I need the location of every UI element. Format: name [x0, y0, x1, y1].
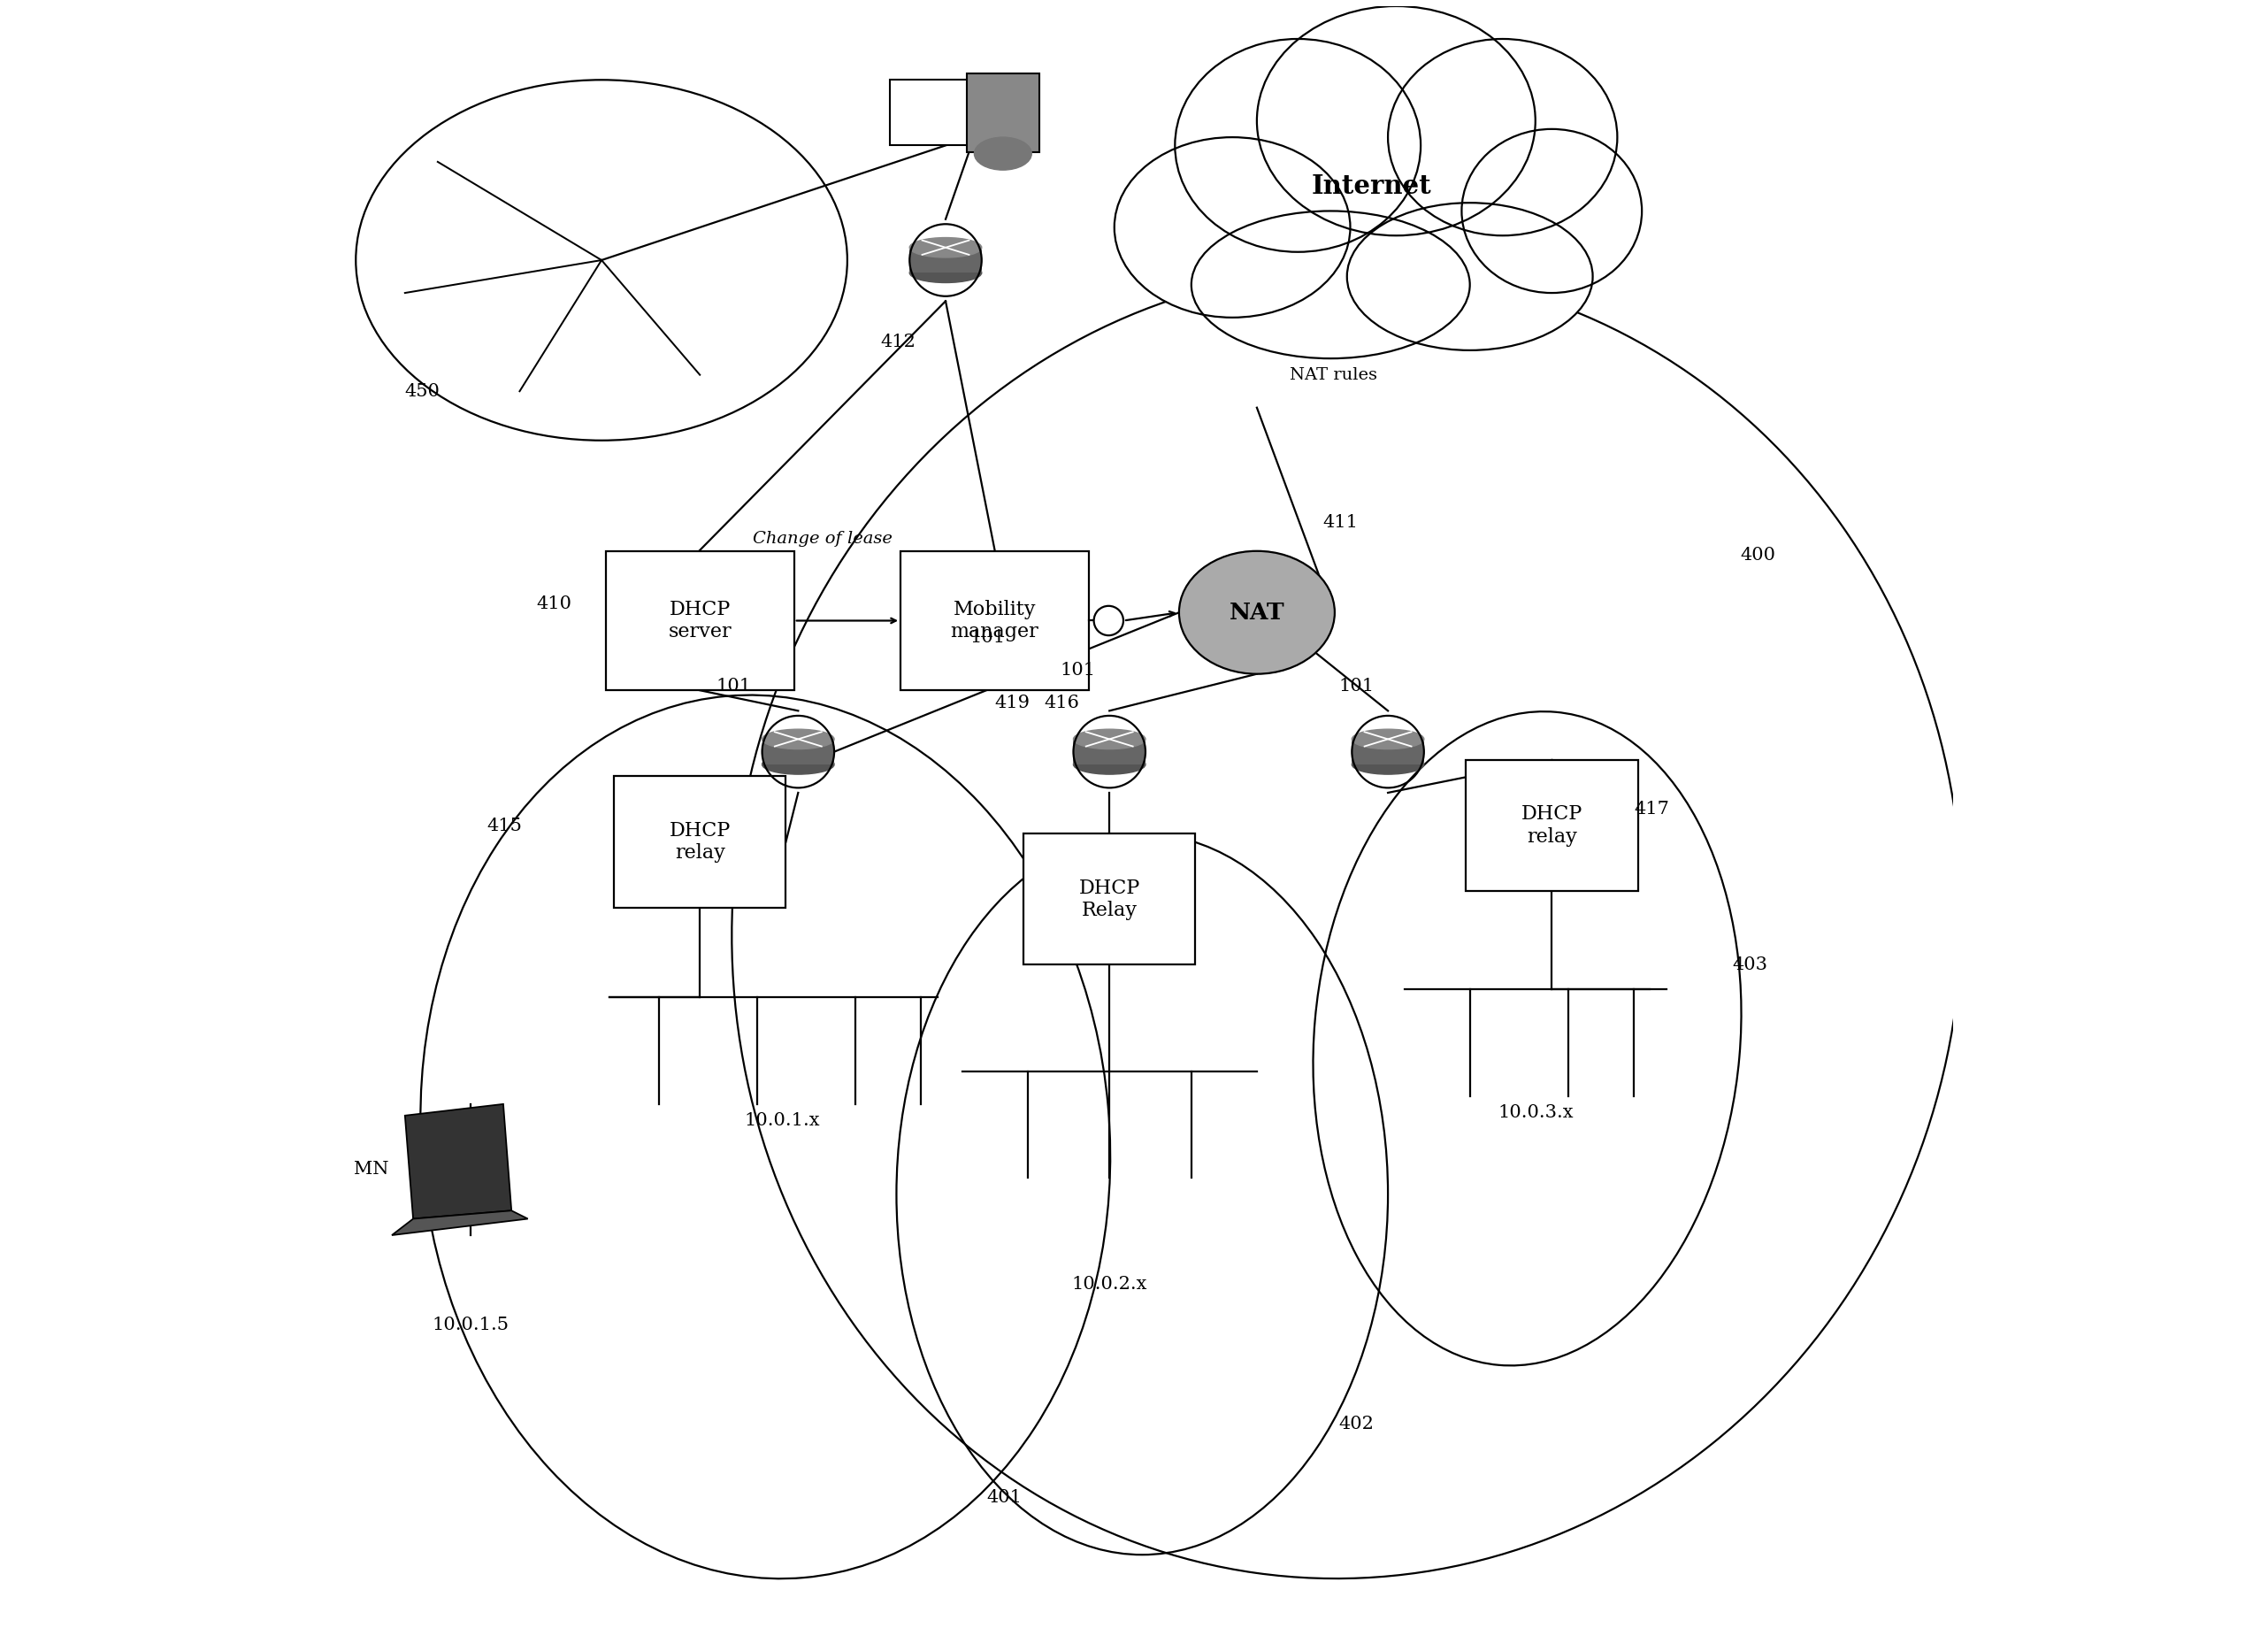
Ellipse shape: [909, 263, 982, 282]
Ellipse shape: [1256, 7, 1535, 236]
Ellipse shape: [1352, 755, 1424, 774]
FancyBboxPatch shape: [909, 248, 982, 272]
Text: 101: 101: [1338, 679, 1374, 695]
Text: NAT rules: NAT rules: [1290, 367, 1377, 383]
FancyBboxPatch shape: [606, 551, 794, 690]
Text: 417: 417: [1633, 801, 1669, 817]
FancyBboxPatch shape: [1073, 740, 1145, 764]
Ellipse shape: [909, 238, 982, 258]
Ellipse shape: [1114, 137, 1349, 317]
FancyBboxPatch shape: [1023, 834, 1195, 964]
Text: 411: 411: [1322, 513, 1359, 530]
Text: 400: 400: [1740, 546, 1776, 563]
Text: 410: 410: [535, 596, 572, 613]
FancyBboxPatch shape: [889, 79, 968, 145]
Text: 10.0.2.x: 10.0.2.x: [1073, 1276, 1148, 1293]
Text: 401: 401: [987, 1489, 1023, 1506]
Text: 10.0.1.5: 10.0.1.5: [431, 1317, 508, 1334]
Polygon shape: [406, 1105, 513, 1218]
Text: 419: 419: [996, 693, 1030, 712]
FancyBboxPatch shape: [966, 73, 1039, 152]
Text: Internet: Internet: [1311, 173, 1431, 200]
FancyBboxPatch shape: [1352, 740, 1424, 764]
Text: 450: 450: [406, 383, 440, 400]
Ellipse shape: [1179, 551, 1334, 674]
Ellipse shape: [1175, 40, 1420, 253]
Text: 10.0.3.x: 10.0.3.x: [1497, 1105, 1574, 1121]
Text: 412: 412: [880, 334, 916, 350]
Text: Change of lease: Change of lease: [753, 530, 894, 546]
Ellipse shape: [975, 137, 1032, 170]
Text: 101: 101: [1059, 662, 1095, 679]
Ellipse shape: [762, 755, 835, 774]
Ellipse shape: [1073, 755, 1145, 774]
Text: DHCP
relay: DHCP relay: [669, 821, 730, 863]
Text: 101: 101: [717, 679, 751, 695]
Circle shape: [1093, 606, 1123, 636]
Text: 10.0.1.x: 10.0.1.x: [744, 1113, 819, 1129]
FancyBboxPatch shape: [1465, 759, 1637, 892]
FancyBboxPatch shape: [615, 776, 787, 908]
Ellipse shape: [1073, 730, 1145, 750]
Text: DHCP
relay: DHCP relay: [1522, 804, 1583, 847]
Polygon shape: [392, 1210, 528, 1235]
Ellipse shape: [1347, 203, 1592, 350]
Text: 402: 402: [1338, 1415, 1374, 1431]
Text: 101: 101: [971, 629, 1005, 646]
Text: NAT: NAT: [1229, 601, 1284, 624]
Ellipse shape: [762, 730, 835, 750]
Text: Mobility
manager: Mobility manager: [950, 599, 1039, 642]
FancyBboxPatch shape: [762, 740, 835, 764]
Ellipse shape: [1388, 40, 1617, 236]
Text: MN: MN: [354, 1161, 388, 1179]
Text: DHCP
Relay: DHCP Relay: [1080, 878, 1141, 920]
Text: 416: 416: [1043, 693, 1080, 712]
Ellipse shape: [1352, 730, 1424, 750]
Ellipse shape: [1191, 211, 1470, 358]
Text: DHCP
server: DHCP server: [669, 599, 733, 642]
FancyBboxPatch shape: [900, 551, 1089, 690]
Ellipse shape: [1461, 129, 1642, 292]
Text: 415: 415: [488, 817, 522, 834]
Text: 403: 403: [1733, 956, 1767, 972]
